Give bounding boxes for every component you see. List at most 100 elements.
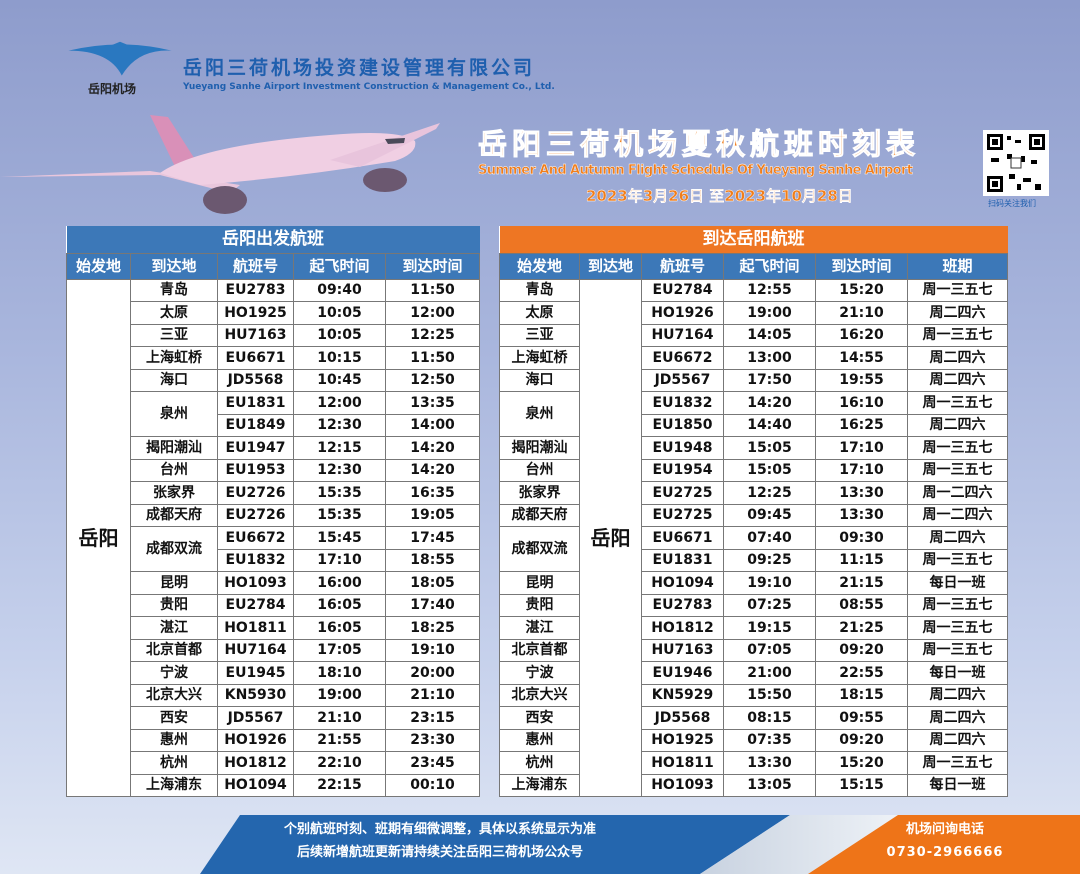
origin-cell: 海口 xyxy=(499,368,580,392)
arrival-time: 23:45 xyxy=(384,751,481,775)
column-header: 班期 xyxy=(907,252,1008,280)
flight-row: 上海浦东 HO1094 22:15 00:10 xyxy=(67,773,481,797)
departure-time: 10:05 xyxy=(293,323,386,347)
flight-row: 揭阳潮汕 EU1947 12:15 14:20 xyxy=(67,436,481,460)
arrival-time: 13:35 xyxy=(384,391,481,415)
column-header: 航班号 xyxy=(217,252,294,280)
origin-cell: 惠州 xyxy=(499,728,580,752)
departure-time: 15:50 xyxy=(723,683,816,707)
arrival-time: 00:10 xyxy=(384,773,481,797)
flight-number: HO1812 xyxy=(217,751,294,775)
flight-row: 惠州 HO1926 21:55 23:30 xyxy=(67,728,481,752)
phone-number[interactable]: 0730-2966666 xyxy=(886,845,1004,860)
arrival-time: 15:20 xyxy=(815,751,908,775)
departure-time: 14:20 xyxy=(723,391,816,415)
operating-days: 周一三五七 xyxy=(907,593,1008,617)
flight-row: 北京首都 HU7164 17:05 19:10 xyxy=(67,638,481,662)
departure-time: 12:30 xyxy=(293,458,386,482)
destination-cell: 成都天府 xyxy=(130,503,218,527)
origin-cell: 昆明 xyxy=(499,571,580,595)
arrival-time: 17:10 xyxy=(815,436,908,460)
departure-time: 10:05 xyxy=(293,301,386,325)
arrival-time: 17:40 xyxy=(384,593,481,617)
arrival-time: 11:15 xyxy=(815,548,908,572)
flight-number: JD5568 xyxy=(217,368,294,392)
origin-cell: 成都天府 xyxy=(499,503,580,527)
destination-cell: 上海浦东 xyxy=(130,773,218,797)
departure-time: 15:05 xyxy=(723,458,816,482)
operating-days: 周二四六 xyxy=(907,526,1008,550)
operating-days: 周一二四六 xyxy=(907,503,1008,527)
operating-days: 周一三五七 xyxy=(907,391,1008,415)
operating-days: 周一三五七 xyxy=(907,638,1008,662)
column-header: 到达时间 xyxy=(384,252,481,280)
arrival-time: 13:30 xyxy=(815,481,908,505)
departure-time: 15:45 xyxy=(293,526,386,550)
departure-time: 14:40 xyxy=(723,413,816,437)
origin-cell: 西安 xyxy=(499,706,580,730)
flight-row: 成都天府 EU2726 15:35 19:05 xyxy=(67,503,481,527)
flight-number: HU7164 xyxy=(641,323,724,347)
flight-row: 杭州 HO1811 13:30 15:20 周一三五七 xyxy=(499,751,1008,775)
departure-time: 17:10 xyxy=(293,548,386,572)
origin-cell: 成都双流 xyxy=(499,526,580,572)
arrival-time: 18:55 xyxy=(384,548,481,572)
flight-number: HO1811 xyxy=(641,751,724,775)
destination-cell: 太原 xyxy=(130,301,218,325)
origin-cell: 青岛 xyxy=(499,278,580,302)
qr-code-icon[interactable] xyxy=(983,130,1049,196)
flight-number: EU6671 xyxy=(641,526,724,550)
arrival-time: 21:10 xyxy=(815,301,908,325)
arrival-time: 19:05 xyxy=(384,503,481,527)
departure-time: 19:00 xyxy=(293,683,386,707)
departure-time: 17:50 xyxy=(723,368,816,392)
operating-days: 周一二四六 xyxy=(907,481,1008,505)
operating-days: 周二四六 xyxy=(907,728,1008,752)
departure-time: 21:10 xyxy=(293,706,386,730)
arrival-time: 09:20 xyxy=(815,728,908,752)
footer-note-2: 后续新增航班更新请持续关注岳阳三荷机场公众号 xyxy=(296,845,583,860)
flight-number: EU2726 xyxy=(217,481,294,505)
departure-time: 18:10 xyxy=(293,661,386,685)
schedule-title-cn: 岳阳三荷机场夏秋航班时刻表 xyxy=(477,127,921,161)
destination-cell: 上海虹桥 xyxy=(130,346,218,370)
operating-days: 周二四六 xyxy=(907,683,1008,707)
origin-cell: 贵阳 xyxy=(499,593,580,617)
flight-number: HO1094 xyxy=(217,773,294,797)
flight-row: 海口 JD5567 17:50 19:55 周二四六 xyxy=(499,368,1008,392)
origin-cell: 泉州 xyxy=(499,391,580,437)
flight-row: 泉州 EU1831 12:00 13:35 xyxy=(67,391,481,437)
footer-note-1: 个别航班时刻、班期有细微调整，具体以系统显示为准 xyxy=(283,822,596,837)
departure-time: 16:05 xyxy=(293,616,386,640)
departure-time: 07:40 xyxy=(723,526,816,550)
origin-cell: 北京大兴 xyxy=(499,683,580,707)
flight-number: EU2725 xyxy=(641,481,724,505)
arrival-time: 15:15 xyxy=(815,773,908,797)
flight-number: HU7164 xyxy=(217,638,294,662)
flight-number: HO1094 xyxy=(641,571,724,595)
flight-row: 西安 JD5568 08:15 09:55 周二四六 xyxy=(499,706,1008,730)
flight-number: EU2784 xyxy=(641,278,724,302)
arrival-time: 22:55 xyxy=(815,661,908,685)
departure-time: 13:05 xyxy=(723,773,816,797)
arrival-time: 21:10 xyxy=(384,683,481,707)
arrival-time: 14:00 xyxy=(384,413,481,437)
destination-cell: 昆明 xyxy=(130,571,218,595)
flight-row: 昆明 HO1094 19:10 21:15 每日一班 xyxy=(499,571,1008,595)
destination-cell: 岳阳 xyxy=(579,278,642,797)
column-header: 航班号 xyxy=(641,252,724,280)
flight-number: EU2726 xyxy=(217,503,294,527)
departure-time: 19:10 xyxy=(723,571,816,595)
flight-number: JD5567 xyxy=(641,368,724,392)
flight-row: 惠州 HO1925 07:35 09:20 周二四六 xyxy=(499,728,1008,752)
departure-time: 17:05 xyxy=(293,638,386,662)
origin-cell: 三亚 xyxy=(499,323,580,347)
flight-number: KN5929 xyxy=(641,683,724,707)
column-header: 起飞时间 xyxy=(723,252,816,280)
flight-row: EU1832 17:10 18:55 xyxy=(67,548,481,572)
flight-number: HO1093 xyxy=(217,571,294,595)
flight-row: 杭州 HO1812 22:10 23:45 xyxy=(67,751,481,775)
arrival-time: 17:45 xyxy=(384,526,481,550)
flight-number: EU2784 xyxy=(217,593,294,617)
arrival-time: 11:50 xyxy=(384,346,481,370)
